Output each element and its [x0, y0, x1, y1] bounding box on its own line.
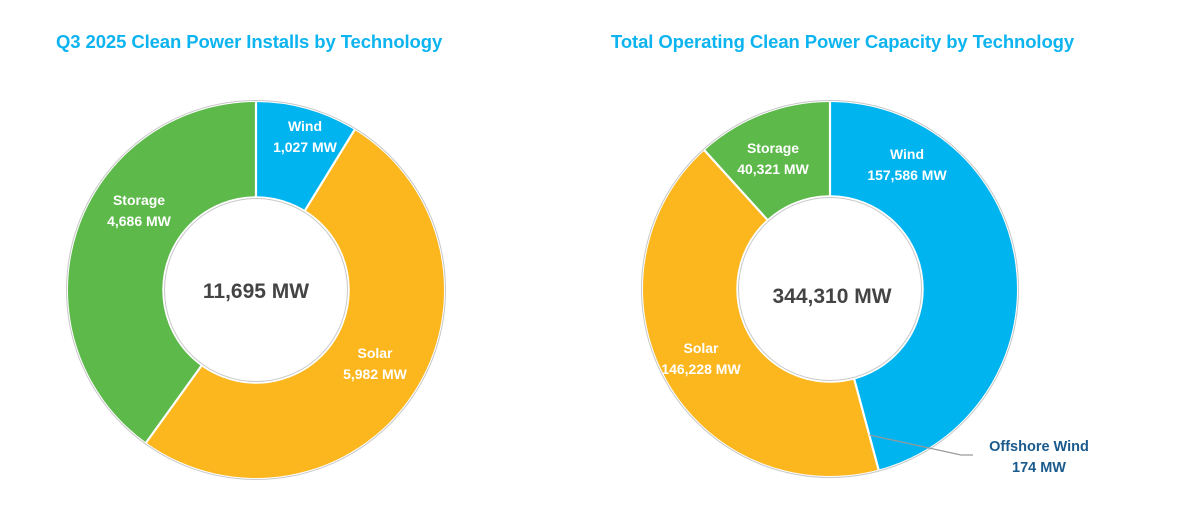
- slice-value-storage: 4,686 MW: [107, 213, 172, 229]
- slice-value-solar: 146,228 MW: [661, 361, 741, 377]
- outer-outline: [641, 100, 1019, 478]
- slice-value-storage: 40,321 MW: [737, 161, 809, 177]
- chart-title-installs: Q3 2025 Clean Power Installs by Technolo…: [56, 31, 443, 52]
- inner-outline: [738, 197, 922, 381]
- callout-label-offshore-wind: Offshore Wind: [989, 439, 1089, 455]
- slice-value-solar: 5,982 MW: [343, 366, 408, 382]
- slice-separator: [144, 364, 203, 445]
- inner-outline: [164, 198, 348, 382]
- center-total: 11,695 MW: [203, 280, 309, 303]
- slice-solar: [643, 150, 879, 476]
- slice-storage: [704, 102, 830, 221]
- outer-outline: [66, 100, 446, 480]
- slice-label-solar: Solar: [357, 345, 393, 361]
- callout-leader-line: [869, 434, 973, 456]
- slice-separator: [853, 378, 880, 471]
- slice-label-wind: Wind: [890, 146, 924, 162]
- slice-label-storage: Storage: [113, 192, 165, 208]
- slice-separator: [703, 148, 769, 221]
- center-total: 344,310 MW: [772, 285, 891, 308]
- callout-value-offshore-wind: 174 MW: [1012, 460, 1066, 476]
- slice-storage: [68, 102, 256, 443]
- slice-solar: [146, 129, 445, 479]
- slice-label-storage: Storage: [747, 140, 799, 156]
- inner-edge: [162, 196, 350, 384]
- slice-wind: [256, 102, 355, 211]
- chart-title-capacity: Total Operating Clean Power Capacity by …: [611, 31, 1075, 52]
- donut-capacity: Wind 157,586 MW Solar 146,228 MW Storage 40,3…: [641, 100, 1089, 478]
- slice-value-wind: 1,027 MW: [273, 139, 338, 155]
- slice-separator: [303, 128, 357, 212]
- slice-label-solar: Solar: [683, 340, 719, 356]
- donut-installs: Wind 1,027 MW Solar 5,982 MW Storage 4,686 MW…: [66, 100, 446, 480]
- slice-label-wind: Wind: [288, 118, 322, 134]
- inner-edge: [736, 195, 924, 383]
- slice-value-wind: 157,586 MW: [867, 167, 947, 183]
